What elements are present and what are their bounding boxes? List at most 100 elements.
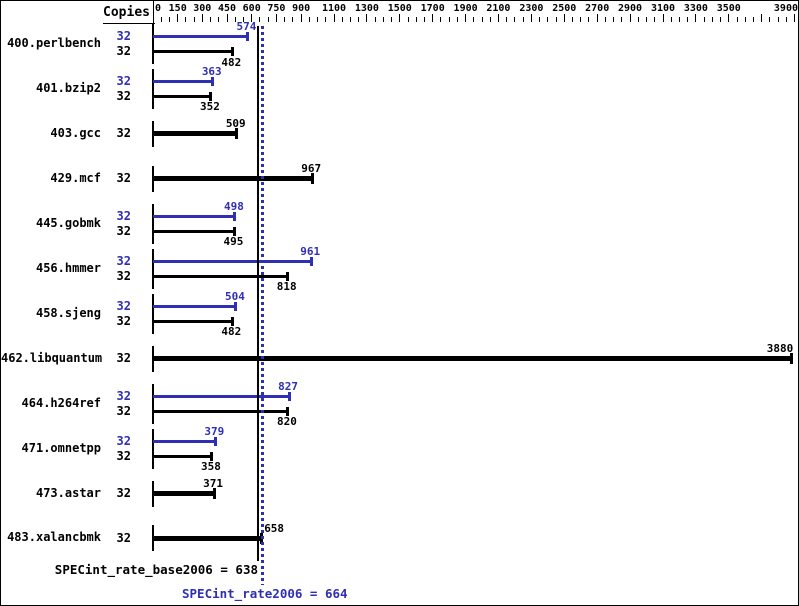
axis-label-3300: 3300 <box>683 3 708 14</box>
axis-tick-350 <box>210 17 212 22</box>
value-label-peak-445.gobmk: 498 <box>224 199 244 213</box>
value-label-base-464.h264ref: 820 <box>277 415 297 429</box>
axis-tick-900 <box>300 14 302 22</box>
bar-cap-base-445.gobmk <box>232 226 236 236</box>
axis-tick-2350 <box>539 17 541 22</box>
value-label-single-473.astar: 371 <box>203 477 223 490</box>
group-tick-471.omnetpp <box>152 428 154 469</box>
axis-label-900: 900 <box>292 3 311 14</box>
bar-cap-single-462.libquantum <box>789 353 793 365</box>
value-label-peak-401.bzip2: 363 <box>201 64 222 78</box>
axis-tick-3100 <box>662 14 664 22</box>
axis-tick-2250 <box>522 17 524 22</box>
bar-cap-base-471.omnetpp <box>210 451 214 461</box>
axis-tick-2550 <box>572 17 573 22</box>
axis-tick-2000 <box>481 17 483 22</box>
bar-cap-base-456.hmmer <box>286 271 290 281</box>
value-label-base-401.bzip2: 352 <box>200 100 220 114</box>
copies-column-header: Copies <box>103 5 150 20</box>
axis-tick-100 <box>168 17 170 22</box>
copies-445.gobmk-base: 32 <box>116 223 131 238</box>
axis-tick-2200 <box>514 17 516 22</box>
axis-label-3100: 3100 <box>650 3 676 14</box>
value-label-peak-464.h264ref: 827 <box>278 379 298 393</box>
axis-tick-3800 <box>777 17 779 22</box>
bar-cap-peak-400.perlbench <box>245 32 249 41</box>
copies-483.xalancbmk-single: 32 <box>116 530 131 545</box>
group-tick-456.hmmer <box>152 248 154 289</box>
axis-tick-3600 <box>744 17 746 22</box>
axis-tick-2950 <box>637 17 639 22</box>
axis-tick-2050 <box>489 17 491 22</box>
bench-label-403.gcc: 403.gcc <box>50 125 101 140</box>
axis-label-1900: 1900 <box>453 3 478 14</box>
copies-471.omnetpp-peak: 32 <box>116 433 131 448</box>
axis-tick-650 <box>259 17 261 22</box>
value-label-base-458.sjeng: 482 <box>221 325 242 339</box>
copies-429.mcf-single: 32 <box>116 171 131 186</box>
bar-cap-single-473.astar <box>212 488 216 499</box>
bar-peak-456.hmmer <box>153 259 312 263</box>
specint-rate2006-summary: SPECint_rate2006 = 664 <box>182 586 348 601</box>
copies-464.h264ref-peak: 32 <box>116 388 131 403</box>
axis-tick-1350 <box>374 17 376 22</box>
bar-single-403.gcc <box>153 131 237 137</box>
axis-tick-400 <box>218 17 220 22</box>
axis-tick-2650 <box>588 17 590 22</box>
bench-label-483.xalancbmk: 483.xalancbmk <box>7 530 101 545</box>
bar-cap-peak-464.h264ref <box>287 391 291 401</box>
bar-peak-464.h264ref <box>153 394 289 398</box>
copies-464.h264ref-base: 32 <box>116 403 131 418</box>
reference-line-base <box>257 26 259 561</box>
copies-458.sjeng-base: 32 <box>116 313 131 328</box>
bar-base-471.omnetpp <box>153 454 212 458</box>
value-label-single-462.libquantum: 3880 <box>766 342 794 356</box>
bar-cap-base-400.perlbench <box>230 47 234 56</box>
axis-tick-2150 <box>506 17 508 22</box>
value-label-single-403.gcc: 509 <box>225 117 246 131</box>
axis-tick-450 <box>226 14 228 22</box>
bar-base-458.sjeng <box>153 319 233 323</box>
value-label-base-456.hmmer: 818 <box>276 280 297 294</box>
axis-tick-1800 <box>448 17 450 22</box>
axis-tick-2850 <box>621 17 623 22</box>
bar-single-462.libquantum <box>153 356 792 362</box>
axis-tick-250 <box>193 17 195 22</box>
axis-tick-3850 <box>785 17 787 22</box>
axis-tick-2700 <box>596 14 598 22</box>
axis-tick-2450 <box>555 17 557 22</box>
axis-tick-2750 <box>604 17 606 22</box>
axis-tick-1400 <box>382 17 384 22</box>
axis-tick-1450 <box>391 17 392 22</box>
axis-tick-500 <box>234 17 236 22</box>
axis-tick-550 <box>243 17 244 22</box>
axis-tick-1100 <box>333 14 335 22</box>
bar-single-429.mcf <box>153 176 313 182</box>
axis-label-3500: 3500 <box>716 3 741 14</box>
axis-label-600: 600 <box>242 3 261 14</box>
copies-400.perlbench-base: 32 <box>116 44 131 58</box>
copies-462.libquantum-single: 32 <box>116 351 131 366</box>
bar-cap-peak-456.hmmer <box>309 256 313 266</box>
value-label-peak-471.omnetpp: 379 <box>204 424 225 438</box>
axis-tick-3350 <box>703 17 705 22</box>
axis-tick-1000 <box>317 17 318 22</box>
bar-base-401.bzip2 <box>153 94 211 98</box>
axis-tick-1300 <box>366 14 368 22</box>
axis-tick-2900 <box>629 14 631 22</box>
axis-tick-800 <box>284 17 286 22</box>
axis-tick-700 <box>267 17 269 22</box>
axis-tick-600 <box>251 14 253 22</box>
value-label-single-429.mcf: 967 <box>301 162 322 176</box>
bench-label-471.omnetpp: 471.omnetpp <box>21 440 101 455</box>
copies-473.astar-single: 32 <box>116 486 131 500</box>
axis-tick-300 <box>201 14 203 22</box>
axis-tick-3500 <box>728 14 730 22</box>
axis-label-450: 450 <box>217 3 237 14</box>
copies-header-underline <box>103 23 155 24</box>
axis-label-2900: 2900 <box>617 3 643 14</box>
axis-tick-3200 <box>678 17 680 22</box>
bench-label-464.h264ref: 464.h264ref <box>21 395 101 410</box>
bench-label-400.perlbench: 400.perlbench <box>7 36 101 50</box>
